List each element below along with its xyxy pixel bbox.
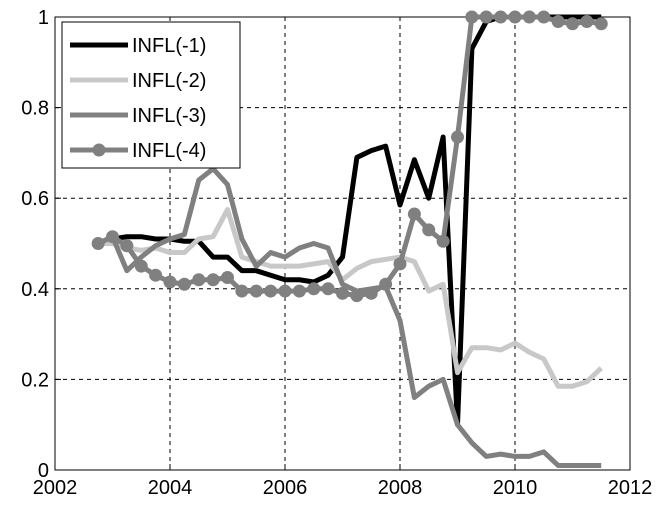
data-point: [436, 234, 450, 248]
data-point: [451, 130, 464, 144]
data-point: [221, 270, 234, 284]
data-point: [407, 207, 421, 221]
x-tick-label: 2012: [608, 477, 653, 499]
data-point: [149, 268, 163, 282]
data-point: [379, 277, 393, 291]
x-tick-label: 2004: [148, 477, 193, 499]
data-point: [91, 237, 105, 250]
y-tick-label: 0.8: [21, 98, 49, 120]
y-tick-label: 0.4: [21, 279, 49, 301]
series-line: [98, 207, 603, 389]
data-point: [321, 282, 335, 296]
data-point: [235, 284, 249, 298]
data-point: [537, 10, 551, 24]
data-point: [336, 286, 349, 300]
x-tick-label: 2002: [33, 477, 78, 499]
legend-label: INFL(-4): [132, 140, 206, 162]
data-point: [594, 17, 608, 31]
plot-frame: [54, 16, 631, 471]
data-point: [350, 289, 364, 303]
data-point: [364, 286, 378, 300]
data-point: [106, 230, 119, 244]
x-tick-label: 2010: [493, 477, 538, 499]
y-tick-label: 1: [38, 7, 49, 29]
data-point: [307, 282, 321, 296]
legend-marker: [92, 143, 106, 157]
data-point: [264, 284, 278, 298]
legend: INFL(-1) INFL(-2) INFL(-3) INFL(-4): [61, 21, 241, 169]
data-point: [465, 10, 479, 24]
data-point: [580, 15, 594, 29]
legend-label: INFL(-2): [132, 70, 206, 92]
data-point: [479, 10, 493, 24]
data-point: [206, 273, 220, 287]
data-point: [134, 259, 148, 273]
data-point: [120, 239, 134, 253]
data-point: [522, 10, 536, 24]
data-point: [566, 17, 579, 31]
data-point: [177, 277, 191, 291]
data-point: [508, 10, 522, 24]
data-point: [278, 284, 292, 298]
x-tick-label: 2006: [263, 477, 308, 499]
data-point: [422, 223, 436, 237]
data-point: [393, 257, 407, 271]
data-point: [192, 273, 206, 287]
series-line: [97, 166, 602, 468]
data-point: [494, 10, 508, 24]
y-tick-label: 0.2: [21, 369, 49, 391]
data-point: [551, 15, 565, 29]
legend-label: INFL(-1): [132, 35, 206, 57]
legend-label: INFL(-3): [132, 105, 206, 127]
data-point: [163, 275, 177, 289]
y-tick-label: 0.6: [21, 188, 49, 210]
data-point: [249, 284, 263, 298]
x-tick-label: 2008: [378, 477, 423, 499]
y-tick-label: 0: [38, 460, 49, 482]
data-point: [292, 284, 306, 298]
